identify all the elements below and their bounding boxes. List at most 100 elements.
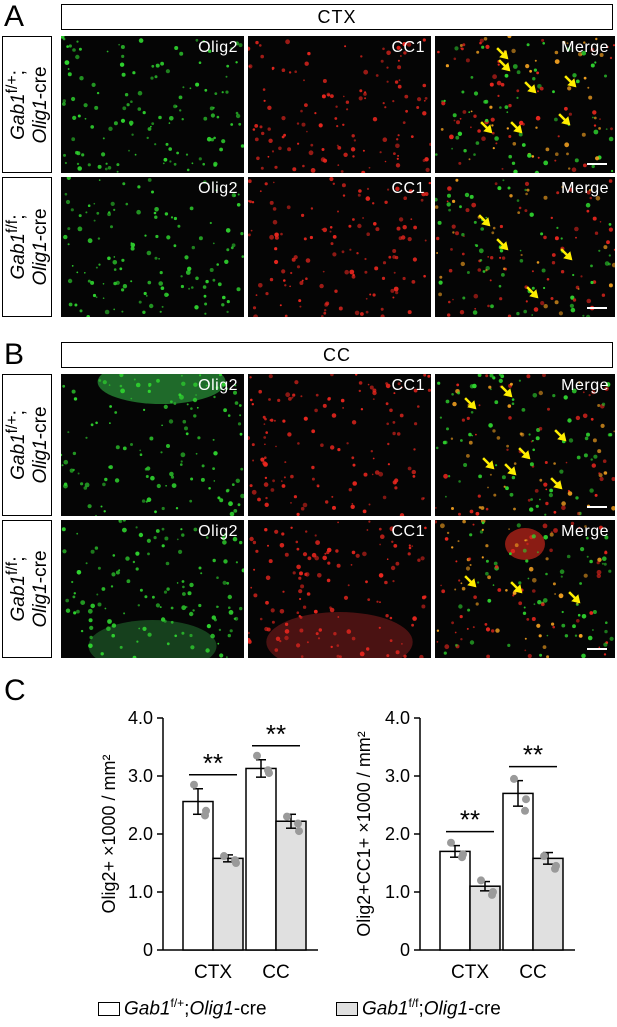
cell-spot <box>604 386 609 392</box>
yellow-arrow-icon <box>518 447 531 460</box>
cell-spot <box>87 204 91 207</box>
cell-spot <box>321 148 325 151</box>
cell-spot <box>125 556 130 561</box>
cell-spot <box>281 484 286 488</box>
cell-spot <box>567 86 572 91</box>
cell-spot <box>265 600 269 605</box>
cell-spot <box>437 220 442 225</box>
cell-spot <box>553 510 557 514</box>
cell-spot <box>399 513 405 516</box>
cell-spot <box>357 193 361 197</box>
cell-spot <box>279 543 285 548</box>
cell-spot <box>176 582 179 584</box>
cell-spot <box>96 211 100 215</box>
cell-spot <box>423 374 427 377</box>
cell-spot <box>358 189 362 193</box>
cell-spot <box>181 381 186 386</box>
data-point <box>477 876 485 885</box>
cell-spot <box>89 635 93 640</box>
cell-spot <box>337 448 341 452</box>
cell-spot <box>579 582 582 585</box>
cell-spot <box>249 376 252 379</box>
cell-spot <box>392 255 397 259</box>
cell-spot <box>290 474 294 479</box>
cell-spot <box>610 127 613 131</box>
cell-spot <box>168 419 174 424</box>
cell-spot <box>518 379 521 382</box>
micrograph-b-control-cc1: CC1 <box>248 374 431 516</box>
cell-spot <box>507 36 512 39</box>
cell-spot <box>299 281 304 285</box>
cell-spot <box>590 417 594 421</box>
cell-spot <box>77 114 81 118</box>
cell-spot <box>598 127 601 130</box>
cell-spot <box>215 386 219 390</box>
cell-spot <box>544 461 548 464</box>
cell-spot <box>609 636 614 641</box>
cell-spot <box>518 206 522 210</box>
cell-spot <box>302 164 305 168</box>
cell-spot <box>531 270 534 273</box>
cell-spot <box>574 226 579 232</box>
cell-spot <box>304 61 309 66</box>
cell-spot <box>323 311 327 315</box>
cell-spot <box>84 482 90 488</box>
cell-spot <box>511 161 516 165</box>
cell-spot <box>230 123 234 126</box>
cell-spot <box>61 453 63 457</box>
cell-spot <box>150 475 155 481</box>
cell-spot <box>189 611 194 617</box>
y-tick-label: 0 <box>143 940 153 960</box>
cell-spot <box>90 423 94 427</box>
cell-spot <box>522 548 527 553</box>
cell-spot <box>523 606 526 609</box>
cell-spot <box>235 561 238 564</box>
yellow-arrow-icon <box>496 47 509 60</box>
cell-spot <box>182 86 185 89</box>
cell-spot <box>608 254 611 257</box>
cell-spot <box>219 147 224 152</box>
cell-spot <box>353 139 357 142</box>
cell-spot <box>248 631 250 635</box>
cell-spot <box>481 556 484 559</box>
cell-spot <box>595 37 598 41</box>
cell-spot <box>551 253 556 257</box>
cell-spot <box>416 106 420 109</box>
panel-a-letter: A <box>4 0 25 33</box>
cell-spot <box>296 564 301 570</box>
cell-spot <box>469 194 474 199</box>
micrograph-texture <box>61 520 244 658</box>
cell-spot <box>581 50 587 56</box>
cell-spot <box>130 397 133 400</box>
cell-spot <box>219 498 224 503</box>
cell-spot <box>363 472 368 477</box>
cell-spot <box>67 243 70 246</box>
cell-spot <box>121 288 125 292</box>
legend-suffix: -cre <box>468 998 501 1020</box>
cell-spot <box>329 226 333 229</box>
cell-spot <box>110 201 115 206</box>
cell-spot <box>527 653 532 658</box>
cell-spot <box>228 606 231 609</box>
cell-spot <box>104 167 108 171</box>
cell-spot <box>87 163 91 167</box>
cell-spot <box>193 414 197 418</box>
cell-spot <box>98 179 101 181</box>
cell-spot <box>471 434 474 437</box>
cell-spot <box>155 529 160 533</box>
cell-spot <box>475 511 480 516</box>
cell-spot <box>154 75 158 79</box>
cell-spot <box>385 402 389 406</box>
cell-spot <box>542 374 546 378</box>
y-tick-label: 2.0 <box>385 824 410 844</box>
cell-spot <box>302 605 307 609</box>
micrograph-a-cko-olig2: Olig2 <box>61 177 244 317</box>
panel-c-letter: C <box>4 674 26 707</box>
cell-spot <box>174 46 179 50</box>
cell-spot <box>413 388 418 393</box>
cell-spot <box>533 603 536 606</box>
cell-spot <box>390 565 396 571</box>
cell-spot <box>448 300 451 304</box>
cell-spot <box>601 402 606 406</box>
cell-spot <box>447 475 451 478</box>
